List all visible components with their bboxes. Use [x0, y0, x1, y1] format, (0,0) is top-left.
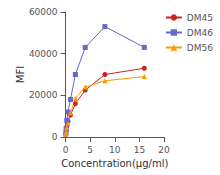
- svg-text:DM46: DM46: [187, 28, 213, 38]
- svg-text:60000: 60000: [29, 7, 58, 17]
- svg-text:20000: 20000: [29, 90, 58, 100]
- svg-text:20: 20: [158, 145, 170, 155]
- svg-text:5: 5: [87, 145, 93, 155]
- svg-text:15: 15: [134, 145, 145, 155]
- svg-text:40000: 40000: [29, 49, 58, 59]
- svg-text:0: 0: [52, 132, 58, 142]
- svg-text:0: 0: [63, 145, 69, 155]
- svg-text:DM45: DM45: [187, 13, 213, 23]
- svg-text:DM56: DM56: [187, 43, 213, 53]
- svg-text:Concentration(μg/ml): Concentration(μg/ml): [61, 158, 168, 169]
- svg-text:MFI: MFI: [15, 66, 26, 83]
- svg-text:10: 10: [109, 145, 121, 155]
